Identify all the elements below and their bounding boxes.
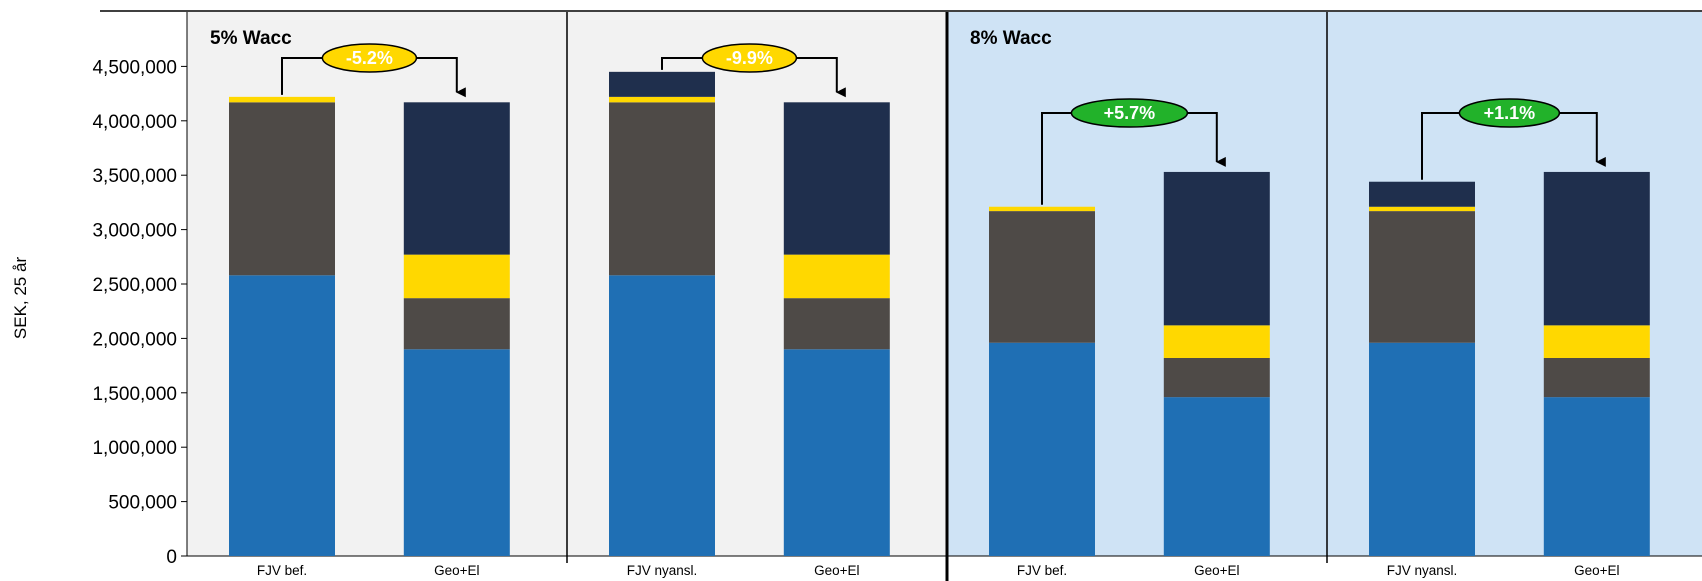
bar-segment (1543, 397, 1650, 556)
bar-segment (1543, 357, 1650, 398)
y-tick-label: 0 (166, 547, 177, 568)
change-badge (701, 43, 798, 73)
change-badge-label: +1.1% (1484, 103, 1536, 123)
bar-segment (403, 298, 510, 350)
category-label: Geo+El (1194, 563, 1239, 578)
bar-segment (989, 211, 1095, 343)
bar-segment (1163, 171, 1270, 326)
y-tick-label: 4,500,000 (92, 57, 177, 78)
bar-segment (609, 102, 715, 276)
y-tick-label: 2,500,000 (92, 275, 177, 296)
bar-segment (229, 96, 335, 103)
category-label: Geo+El (434, 563, 479, 578)
y-tick-label: 2,000,000 (92, 329, 177, 350)
bar-segment (783, 102, 890, 255)
category-label: Geo+El (1574, 563, 1619, 578)
bar-segment (403, 349, 510, 556)
bar-segment (1369, 181, 1475, 207)
y-tick-label: 3,000,000 (92, 221, 177, 242)
bar-segment (989, 342, 1095, 556)
change-badge (1070, 98, 1189, 128)
change-badge (1458, 98, 1561, 128)
bar-segment (989, 206, 1095, 212)
bar-segment (1163, 357, 1270, 398)
y-tick-label: 1,500,000 (92, 384, 177, 405)
y-tick-label: 1,000,000 (92, 438, 177, 459)
bar-segment (609, 275, 715, 556)
category-label: Geo+El (814, 563, 859, 578)
bar-segment (1369, 342, 1475, 556)
bar-segment (1369, 211, 1475, 343)
category-label: FJV nyansl. (627, 563, 698, 578)
category-label: FJV bef. (257, 563, 307, 578)
category-label: FJV nyansl. (1387, 563, 1458, 578)
change-badge-label: +5.7% (1104, 103, 1156, 123)
group-title: 5% Wacc (210, 28, 292, 49)
bar-segment (229, 275, 335, 556)
bar-segment (1163, 397, 1270, 556)
bar-segment (783, 254, 890, 299)
bar-segment (1543, 325, 1650, 358)
y-tick-label: 3,500,000 (92, 166, 177, 187)
y-tick-label: 500,000 (108, 493, 177, 514)
bar-segment (1369, 206, 1475, 212)
change-badge-label: -5.2% (346, 48, 393, 68)
bar-segment (783, 349, 890, 556)
category-label: FJV bef. (1017, 563, 1067, 578)
bar-segment (403, 102, 510, 255)
y-tick-label: 4,000,000 (92, 112, 177, 133)
bar-segment (783, 298, 890, 350)
y-axis-label: SEK, 25 år (11, 257, 30, 340)
change-badge (321, 43, 418, 73)
bar-segment (1543, 171, 1650, 326)
bar-segment (1163, 325, 1270, 358)
bar-segment (229, 102, 335, 276)
bar-segment (609, 71, 715, 97)
group-title: 8% Wacc (970, 28, 1052, 49)
bar-segment (609, 96, 715, 103)
bar-segment (403, 254, 510, 299)
change-badge-label: -9.9% (726, 48, 773, 68)
